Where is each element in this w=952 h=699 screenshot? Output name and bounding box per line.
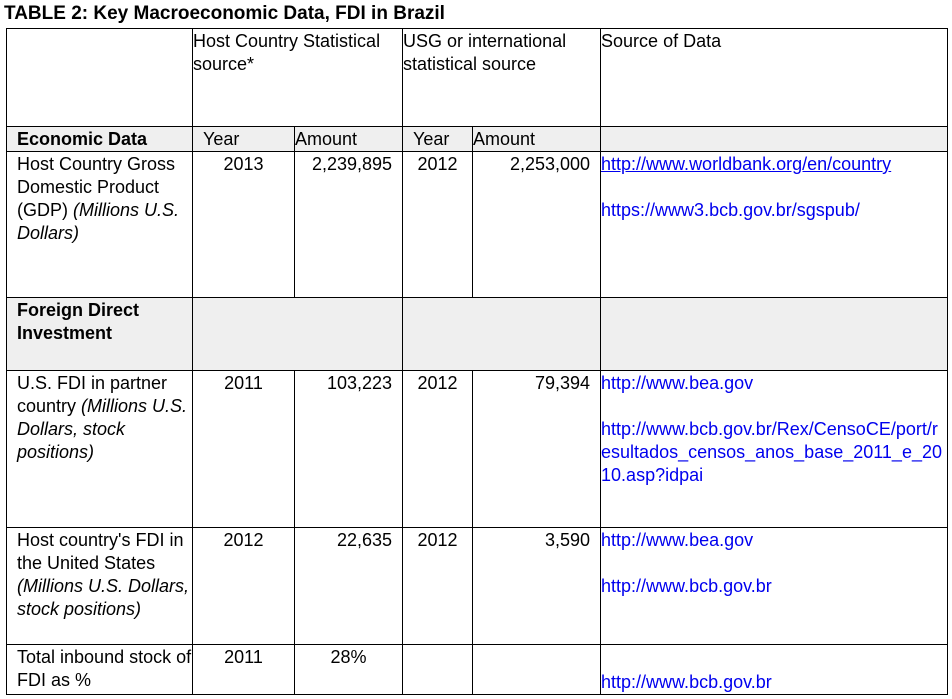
source-link-bcb-sgspub[interactable]: https://www3.bcb.gov.br/sgspub/ [601,200,860,220]
usg-amount: 79,394 [472,370,602,528]
subheader-host-amount: Amount [293,126,404,152]
table-row-us-fdi: U.S. FDI in partner country (Millions U.… [6,370,949,528]
host-amount: 2,239,895 [293,151,404,298]
source-link-bcb-censo[interactable]: http://www.bcb.gov.br/Rex/CensoCE/port/r… [601,419,942,485]
table-row-total-inbound: Total inbound stock of FDI as % 2011 28%… [6,644,949,695]
host-amount: 28% [293,644,404,695]
source-cell: http://www.bea.gov http://www.bcb.gov.br [600,527,949,645]
source-link-bcb[interactable]: http://www.bcb.gov.br [601,672,772,692]
source-cell: http://www.worldbank.org/en/country http… [600,151,949,298]
header-source-of-data: Source of Data [600,28,949,127]
host-year: 2011 [192,644,295,695]
header-host-source: Host Country Statistical source* [191,28,404,127]
host-year: 2012 [192,527,295,645]
host-amount: 103,223 [293,370,404,528]
header-usg-source: USG or international statistical source [402,28,602,127]
macro-data-table: Host Country Statistical source* USG or … [6,28,949,695]
row-label: Host country's FDI in the United States … [6,527,193,645]
row-label: Host Country Gross Domestic Product (GDP… [6,151,193,298]
usg-amount: 3,590 [472,527,602,645]
source-link-bcb[interactable]: http://www.bcb.gov.br [601,576,772,596]
source-link-bea[interactable]: http://www.bea.gov [601,530,754,550]
row-label: Total inbound stock of FDI as % [6,644,193,695]
source-link-bea[interactable]: http://www.bea.gov [601,373,754,393]
usg-year: 2012 [402,370,474,528]
source-cell: http://www.bcb.gov.br [600,644,949,695]
host-year: 2011 [192,370,295,528]
usg-year: 2012 [402,151,474,298]
subheader-source-blank [600,126,949,152]
subheader-usg-year: Year [402,126,474,152]
subheader-host-year: Year [192,126,295,152]
usg-year: 2012 [402,527,474,645]
source-cell: http://www.bea.gov http://www.bcb.gov.br… [600,370,949,528]
section-blank-usg [402,297,602,371]
table-title: TABLE 2: Key Macroeconomic Data, FDI in … [4,3,445,24]
section-economic-data: Economic Data [6,126,193,152]
usg-year [402,644,474,695]
section-row-fdi: Foreign Direct Investment [6,297,949,371]
table-row-host-fdi-us: Host country's FDI in the United States … [6,527,949,645]
row-label: U.S. FDI in partner country (Millions U.… [6,370,193,528]
section-foreign-direct-investment: Foreign Direct Investment [6,297,193,371]
subheader-row: Economic Data Year Amount Year Amount [6,126,949,152]
header-row: Host Country Statistical source* USG or … [6,28,949,127]
section-blank-source [600,297,949,371]
host-year: 2013 [192,151,295,298]
usg-amount: 2,253,000 [472,151,602,298]
table-row-gdp: Host Country Gross Domestic Product (GDP… [6,151,949,298]
header-blank-cell [6,28,193,127]
section-blank-host [191,297,404,371]
host-amount: 22,635 [293,527,404,645]
subheader-usg-amount: Amount [472,126,602,152]
usg-amount [472,644,602,695]
source-link-worldbank[interactable]: http://www.worldbank.org/en/country [601,154,892,174]
